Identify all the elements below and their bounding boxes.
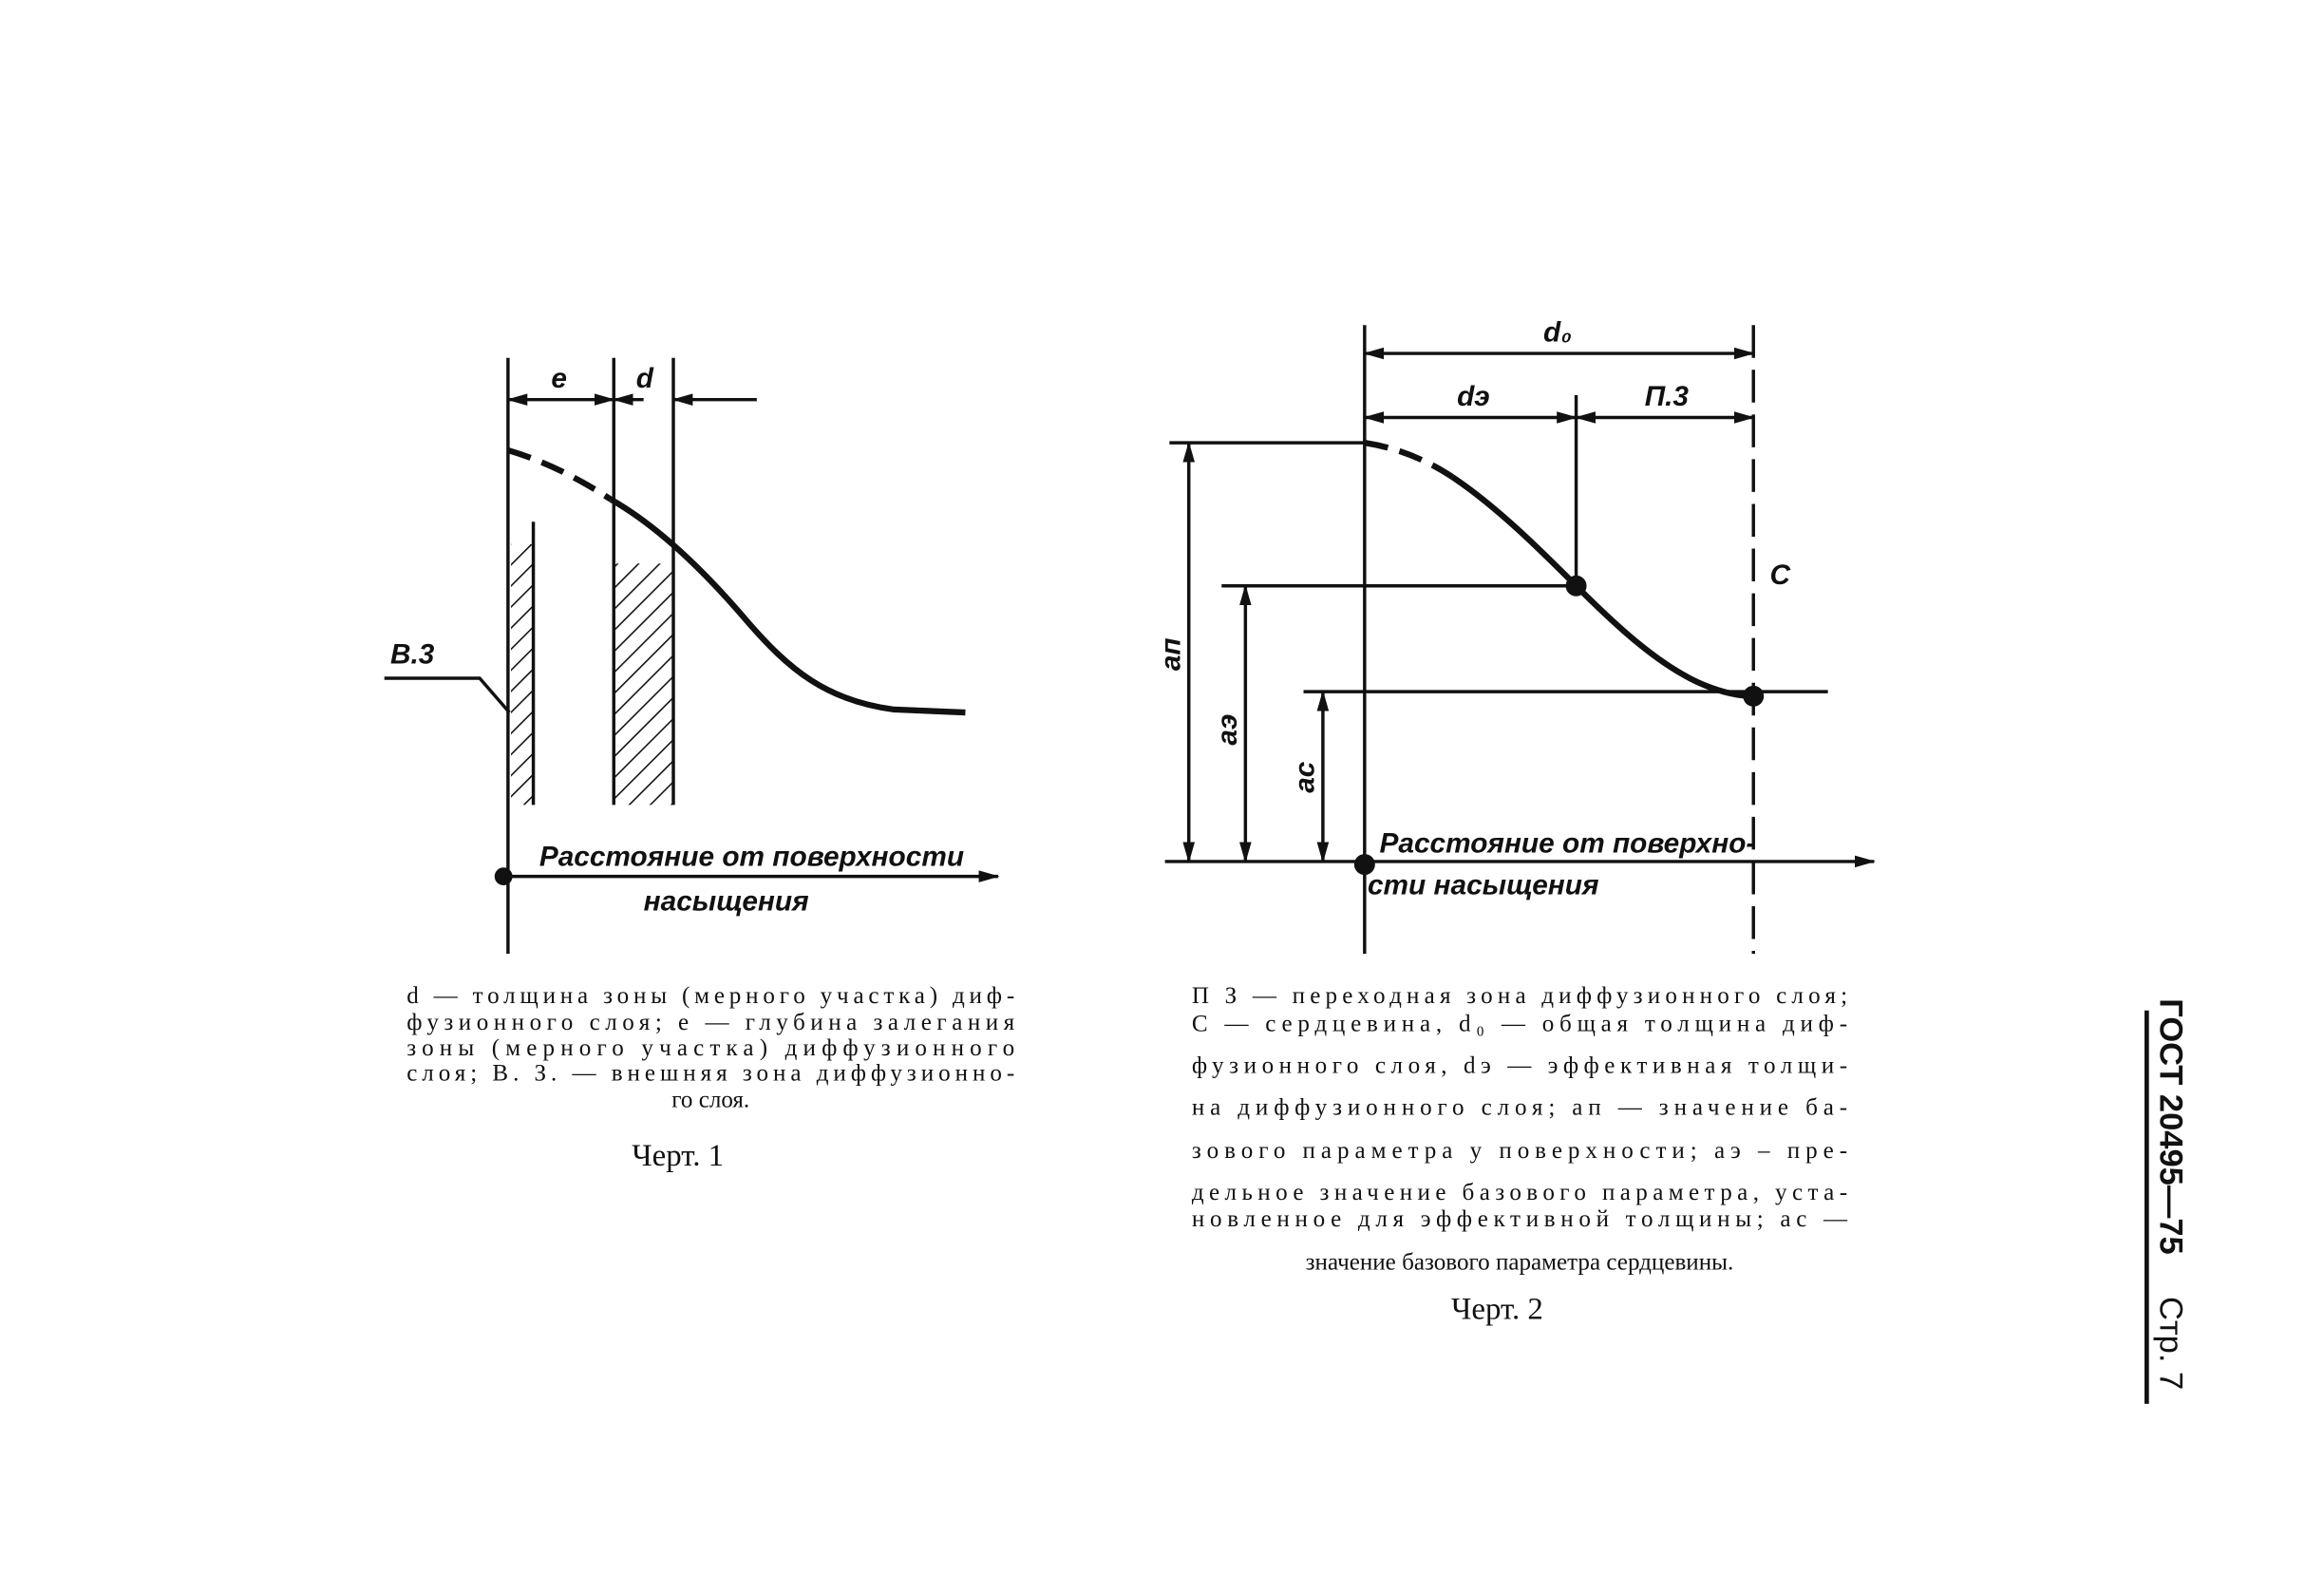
caption: d — толщина зоны (мерного участка) диф-ф… xyxy=(406,983,1014,1113)
caption-line: П З — переходная зона диффузионного слоя… xyxy=(1192,983,1847,1009)
page-number: Стр. 7 xyxy=(2152,1297,2188,1390)
caption: П З — переходная зона диффузионного слоя… xyxy=(1192,983,1848,1276)
figure-title: Черт. 1 xyxy=(632,1139,724,1173)
label-d0: d₀ xyxy=(1543,316,1572,348)
label-outer-zone: В.3 xyxy=(390,638,435,670)
running-header: ГОСТ 20495—75 Стр. 7 xyxy=(2152,998,2188,1390)
label-d: d xyxy=(636,363,654,394)
label-transition: П.3 xyxy=(1645,381,1690,412)
curve xyxy=(609,497,966,716)
caption-line: дельное значение базового параметра, уст… xyxy=(1192,1180,1847,1205)
caption-line: го слоя. xyxy=(671,1088,749,1113)
leader-line xyxy=(384,676,511,714)
axis-label: сти насыщения xyxy=(1368,869,1599,901)
point-de xyxy=(1565,575,1587,597)
label-ae: aэ xyxy=(1212,714,1243,746)
hatched-zone xyxy=(614,563,674,806)
curve-dashed xyxy=(1364,440,1455,480)
axis-label: Расстояние от поверхности xyxy=(539,842,964,873)
label-e: e xyxy=(551,363,567,394)
caption-line: С — сердцевина, d₀ — общая толщина диф- xyxy=(1192,1012,1847,1037)
label-de: dэ xyxy=(1457,381,1490,412)
hatched-zone xyxy=(511,543,534,806)
figure-1: e d В.3 Расстояние от поверхности насыще… xyxy=(384,357,1015,1173)
caption-line: значение базового параметра сердцевины. xyxy=(1306,1250,1734,1276)
caption-line: зоны (мерного участка) диффузионного xyxy=(406,1035,1014,1061)
caption-line: зового параметра у поверхности; aэ – пре… xyxy=(1192,1138,1847,1164)
caption-line: фузионного слоя; e — глубина залегания xyxy=(406,1010,1014,1035)
label-ac: aс xyxy=(1289,761,1320,793)
label-core: С xyxy=(1769,559,1790,591)
caption-line: фузионного слоя, dэ — эффективная толщи- xyxy=(1192,1053,1847,1079)
point-core xyxy=(1743,685,1765,707)
curve-dashed xyxy=(507,446,613,503)
caption-line: слоя; В. З. — внешняя зона диффузионно- xyxy=(406,1061,1014,1087)
caption-line: на диффузионного слоя; aп — значение ба- xyxy=(1192,1095,1847,1121)
caption-line: d — толщина зоны (мерного участка) диф- xyxy=(406,983,1014,1009)
caption-line: новленное для эффективной толщины; aс — xyxy=(1192,1206,1848,1232)
figure-2: d₀ dэ П.3 С aп aэ aс Расстояние от повер… xyxy=(1155,316,1876,1326)
label-ap: aп xyxy=(1155,637,1186,671)
origin-dot xyxy=(1353,854,1375,876)
origin-dot xyxy=(494,867,513,886)
axis-label: Расстояние от поверхно- xyxy=(1380,828,1756,860)
standard-number: ГОСТ 20495—75 xyxy=(2152,998,2188,1254)
figure-title: Черт. 2 xyxy=(1451,1292,1543,1326)
axis-label: насыщения xyxy=(644,886,809,918)
curve xyxy=(1450,474,1754,699)
